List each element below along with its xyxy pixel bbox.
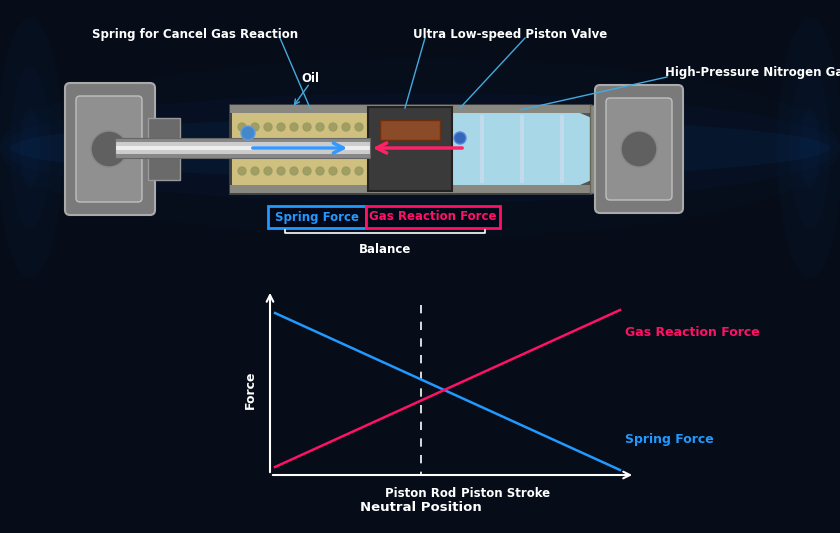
Circle shape bbox=[238, 123, 246, 131]
FancyBboxPatch shape bbox=[606, 98, 672, 200]
Circle shape bbox=[91, 131, 127, 167]
Bar bbox=[368, 107, 452, 191]
Circle shape bbox=[303, 167, 311, 175]
Circle shape bbox=[290, 123, 298, 131]
Circle shape bbox=[303, 123, 311, 131]
Bar bbox=[115, 138, 370, 142]
Circle shape bbox=[264, 167, 272, 175]
Circle shape bbox=[329, 167, 337, 175]
Text: Spring Force: Spring Force bbox=[275, 211, 359, 223]
Bar bbox=[115, 154, 370, 158]
Polygon shape bbox=[580, 113, 620, 185]
Bar bbox=[520, 115, 524, 183]
Text: Oil: Oil bbox=[301, 72, 319, 85]
Circle shape bbox=[316, 123, 324, 131]
Circle shape bbox=[277, 167, 285, 175]
Circle shape bbox=[355, 123, 363, 131]
Bar bbox=[560, 115, 564, 183]
Circle shape bbox=[329, 123, 337, 131]
Circle shape bbox=[251, 167, 259, 175]
Bar bbox=[230, 105, 590, 193]
Circle shape bbox=[316, 167, 324, 175]
Circle shape bbox=[241, 126, 255, 140]
Ellipse shape bbox=[0, 58, 840, 238]
Ellipse shape bbox=[10, 118, 830, 178]
FancyBboxPatch shape bbox=[65, 83, 155, 215]
Ellipse shape bbox=[0, 93, 840, 203]
FancyBboxPatch shape bbox=[595, 85, 683, 213]
Circle shape bbox=[277, 123, 285, 131]
Circle shape bbox=[251, 123, 259, 131]
Text: Spring Force: Spring Force bbox=[625, 433, 714, 447]
Bar bbox=[230, 105, 590, 113]
FancyBboxPatch shape bbox=[76, 96, 142, 202]
Text: Neutral Position: Neutral Position bbox=[360, 501, 481, 514]
Bar bbox=[366, 206, 500, 228]
Text: Ultra Low-speed Piston Valve: Ultra Low-speed Piston Valve bbox=[413, 28, 607, 41]
Bar bbox=[115, 146, 370, 150]
Bar bbox=[590, 105, 600, 193]
Circle shape bbox=[621, 131, 657, 167]
Text: Balance: Balance bbox=[359, 243, 412, 256]
Bar bbox=[268, 206, 366, 228]
Bar bbox=[115, 138, 370, 158]
Text: Force: Force bbox=[244, 371, 256, 409]
Circle shape bbox=[355, 167, 363, 175]
Bar bbox=[380, 120, 440, 140]
Text: Gas Reaction Force: Gas Reaction Force bbox=[625, 327, 759, 340]
Text: Spring for Cancel Gas Reaction: Spring for Cancel Gas Reaction bbox=[92, 28, 298, 41]
Circle shape bbox=[290, 167, 298, 175]
Bar bbox=[480, 115, 484, 183]
Bar bbox=[115, 150, 370, 154]
Circle shape bbox=[238, 167, 246, 175]
FancyBboxPatch shape bbox=[148, 118, 180, 180]
Text: Piston Rod: Piston Rod bbox=[385, 487, 456, 500]
Circle shape bbox=[342, 167, 350, 175]
Circle shape bbox=[264, 123, 272, 131]
Bar bbox=[115, 142, 370, 146]
Bar bbox=[230, 185, 590, 193]
Text: Gas Reaction Force: Gas Reaction Force bbox=[370, 211, 496, 223]
Circle shape bbox=[342, 123, 350, 131]
Bar bbox=[232, 113, 368, 185]
Bar bbox=[450, 113, 580, 185]
Text: High-Pressure Nitrogen Gas: High-Pressure Nitrogen Gas bbox=[665, 66, 840, 79]
Circle shape bbox=[454, 132, 466, 144]
Text: Piston Stroke: Piston Stroke bbox=[461, 487, 550, 500]
